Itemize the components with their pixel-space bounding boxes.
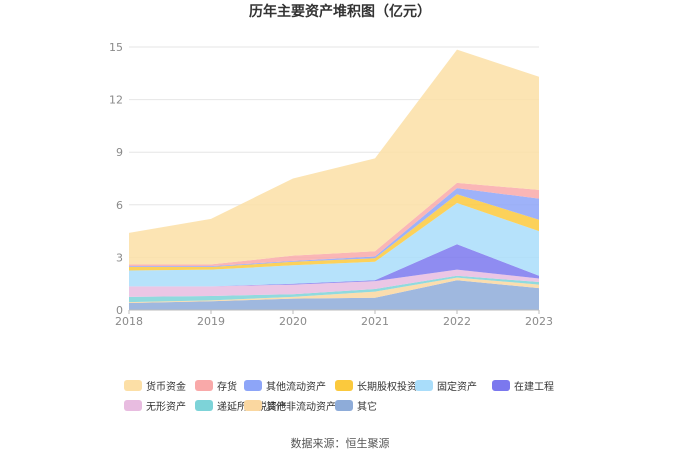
legend-label: 其他流动资产 xyxy=(266,380,326,393)
legend-swatch xyxy=(195,380,213,391)
legend-item[interactable]: 货币资金 xyxy=(124,380,186,393)
legend-label: 无形资产 xyxy=(146,400,186,413)
area-series-2 xyxy=(129,275,539,303)
chart-title: 历年主要资产堆积图（亿元） xyxy=(249,3,431,20)
legend-swatch xyxy=(124,400,142,411)
y-tick-label: 9 xyxy=(116,146,123,159)
legend-item[interactable]: 其他非流动资产 xyxy=(244,400,336,413)
x-tick-label: 2019 xyxy=(197,315,225,328)
area-series-8 xyxy=(129,182,539,267)
legend-label: 其他非流动资产 xyxy=(266,400,336,413)
legend-item[interactable]: 其他流动资产 xyxy=(244,380,326,393)
legend-item[interactable]: 存货 xyxy=(195,380,237,393)
legend-item[interactable]: 其它 xyxy=(335,400,377,413)
legend-swatch xyxy=(335,400,353,411)
legend-swatch xyxy=(492,380,510,391)
legend-item[interactable]: 长期股权投资 xyxy=(335,380,417,393)
legend-label: 在建工程 xyxy=(514,380,554,393)
area-series-7 xyxy=(129,188,539,268)
legend-item[interactable]: 在建工程 xyxy=(492,380,554,393)
area-series-6 xyxy=(129,194,539,271)
legend-label: 存货 xyxy=(217,380,237,393)
y-tick-label: 6 xyxy=(116,199,123,212)
x-tick-label: 2023 xyxy=(525,315,553,328)
legend-label: 货币资金 xyxy=(146,380,186,393)
legend-swatch xyxy=(124,380,142,391)
x-tick-label: 2021 xyxy=(361,315,389,328)
legend-swatch xyxy=(244,380,262,391)
area-series-0 xyxy=(129,280,539,310)
area-series-5 xyxy=(129,203,539,287)
legend-item[interactable]: 无形资产 xyxy=(124,400,186,413)
legend-label: 固定资产 xyxy=(437,380,477,393)
area-series-1 xyxy=(129,277,539,303)
legend: 货币资金存货其他流动资产长期股权投资固定资产在建工程无形资产递延所得税资产其他非… xyxy=(124,380,554,413)
x-tick-label: 2022 xyxy=(443,315,471,328)
legend-label: 其它 xyxy=(357,400,377,413)
legend-swatch xyxy=(335,380,353,391)
legend-swatch xyxy=(244,400,262,411)
legend-label: 长期股权投资 xyxy=(357,380,417,393)
area-series xyxy=(129,49,539,310)
y-tick-label: 0 xyxy=(116,304,123,317)
x-tick-label: 2020 xyxy=(279,315,307,328)
legend-item[interactable]: 固定资产 xyxy=(415,380,477,393)
legend-swatch xyxy=(415,380,433,391)
y-tick-label: 15 xyxy=(109,41,123,54)
axes: 0 3 6 9 12 15 2018 2019 2020 2021 2022 2023 xyxy=(109,41,553,328)
legend-swatch xyxy=(195,400,213,411)
data-source-label: 数据来源：恒生聚源 xyxy=(291,436,390,450)
area-series-9 xyxy=(129,49,539,265)
area-series-4 xyxy=(129,244,539,287)
y-tick-label: 3 xyxy=(116,251,123,264)
area-series-3 xyxy=(129,269,539,297)
y-tick-label: 12 xyxy=(109,94,123,107)
x-tick-label: 2018 xyxy=(115,315,143,328)
